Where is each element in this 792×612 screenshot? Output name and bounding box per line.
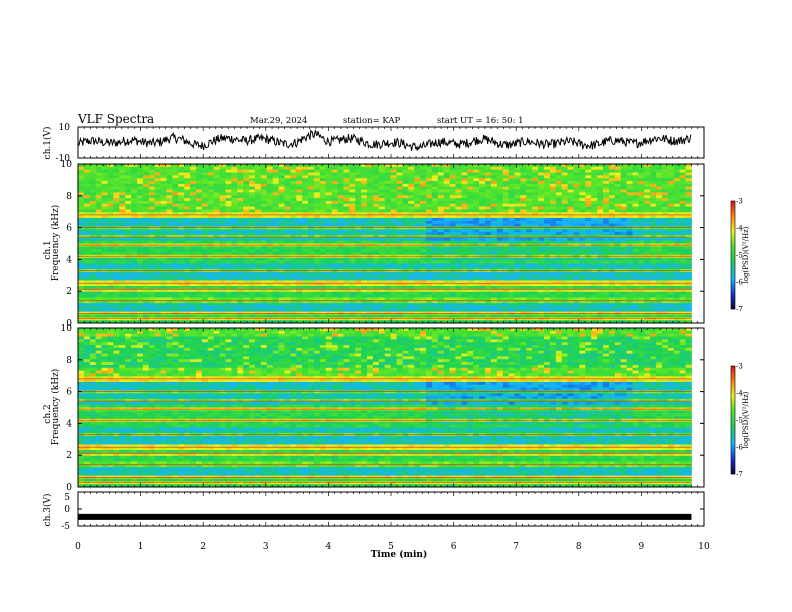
- ch1-waveform-frame: [77, 126, 705, 159]
- colorbar-tick: -6: [736, 279, 743, 287]
- colorbar-tick: -5: [736, 252, 743, 260]
- ch1-spectrogram-image: [78, 164, 692, 324]
- ch2-spectrogram-yticks: 0 2 4 6 8 10: [61, 324, 704, 493]
- xtick-label: 1: [138, 542, 144, 552]
- colorbar-label: log(PSD)(V²/Hz): [742, 391, 750, 448]
- xtick-label: 7: [513, 542, 519, 552]
- ch1-spectro-ylabel: Frequency (kHz): [50, 205, 61, 282]
- ch1-colorbar: -3 -4 -5 -6 -7 log(PSD)(V²/Hz): [730, 198, 750, 314]
- ch1-ytick-top: 10: [59, 123, 71, 133]
- date-label: Mar.29, 2024: [250, 116, 307, 126]
- ch1-waveform-line: [77, 128, 692, 151]
- xtick-label: 2: [200, 542, 206, 552]
- ch3-ytick-top: 5: [64, 493, 70, 503]
- spectro-ytick: 8: [66, 356, 72, 366]
- ch3-waveform-line: [78, 508, 704, 520]
- ch3-waveform-frame: [77, 491, 705, 527]
- ch1-waveform-panel: 10 -10 ch.1(V): [42, 123, 705, 164]
- ch2-colorbar: -3 -4 -5 -6 -7 log(PSD)(V²/Hz): [730, 363, 750, 479]
- spectro-ytick: 10: [61, 324, 73, 334]
- colorbar-tick: -3: [736, 363, 743, 371]
- spectro-ytick: 4: [66, 419, 72, 429]
- ch2-spectrogram-panel: 0 2 4 6 8 10 ch.2 Frequency (kHz) -3 -4 -5 -6 -7 l…: [43, 324, 750, 493]
- figure-title: VLF Spectra: [77, 112, 154, 126]
- ch3-ytick-mid: 0: [64, 505, 70, 515]
- spectro-ytick: 2: [66, 287, 72, 297]
- ch1-spectro-channel: ch.1: [43, 240, 53, 259]
- ch3-waveform-panel: 5 0 -5 ch.3(V): [42, 491, 705, 532]
- xtick-label: 4: [326, 542, 332, 552]
- colorbar-tick: -5: [736, 417, 743, 425]
- start-time-label: start UT = 16: 50: 1: [437, 116, 524, 126]
- ch1-spectrogram-panel: 0 2 4 6 8 10 ch.1 Frequency (kHz) -3 -4 -5 -6 -7 l…: [43, 160, 750, 329]
- ch2-spectrogram-image: [78, 328, 692, 488]
- xtick-label: 9: [639, 542, 645, 552]
- xtick-label: 0: [75, 542, 81, 552]
- ch2-spectro-ylabel: Frequency (kHz): [50, 369, 61, 446]
- ch1-ytick-bottom: -10: [56, 154, 71, 164]
- colorbar-tick: -4: [736, 225, 743, 233]
- ch1-waveform-trace: [77, 128, 692, 151]
- ch1-spectrogram-yticks: 0 2 4 6 8 10: [61, 160, 704, 329]
- xtick-label: 6: [451, 542, 457, 552]
- xtick-label: 8: [576, 542, 582, 552]
- spectro-ytick: 10: [61, 160, 73, 170]
- xaxis-label: Time (min): [371, 549, 428, 560]
- spectro-ytick: 8: [66, 192, 72, 202]
- spectro-ytick: 6: [66, 388, 72, 398]
- xtick-label: 3: [263, 542, 269, 552]
- colorbar-label: log(PSD)(V²/Hz): [742, 226, 750, 283]
- colorbar-tick: -7: [736, 471, 743, 479]
- spectro-ytick: 2: [66, 451, 72, 461]
- station-label: station= KAP: [343, 116, 401, 126]
- colorbar-tick: -7: [736, 306, 743, 314]
- time-axis-ticks: 0 1 2 3 4 5 6 7 8 9 10: [75, 127, 710, 552]
- ch3-ylabel: ch.3(V): [42, 494, 53, 527]
- ch1-ylabel: ch.1(V): [42, 127, 53, 160]
- xtick-label: 10: [698, 542, 710, 552]
- spectro-ytick: 6: [66, 224, 72, 234]
- colorbar-tick: -3: [736, 198, 743, 206]
- spectro-ytick: 0: [66, 319, 72, 329]
- spectro-ytick: 0: [66, 483, 72, 493]
- colorbar-tick: -4: [736, 390, 743, 398]
- spectro-ytick: 4: [66, 255, 72, 265]
- xtick-label: 5: [388, 542, 394, 552]
- colorbar-tick: -6: [736, 444, 743, 452]
- ch3-ytick-bottom: -5: [61, 522, 70, 532]
- ch2-spectro-channel: ch.2: [43, 404, 53, 423]
